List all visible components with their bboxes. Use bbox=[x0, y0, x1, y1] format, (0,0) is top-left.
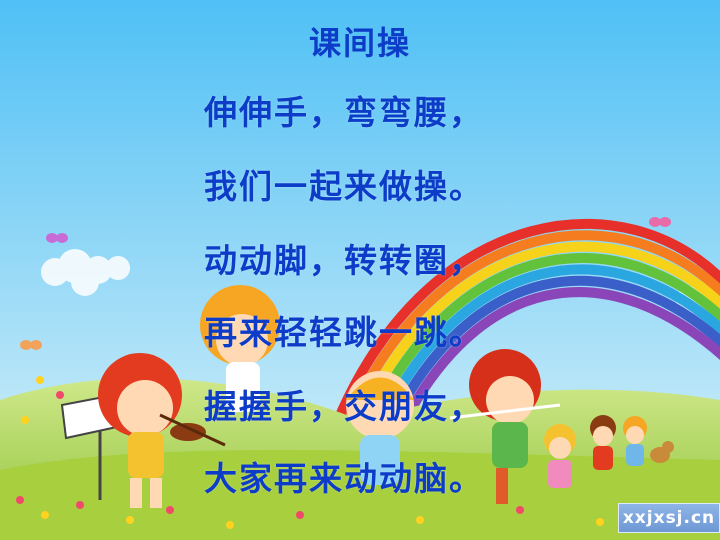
child-with-violin bbox=[98, 353, 226, 508]
meadow bbox=[0, 450, 720, 540]
butterfly-icon bbox=[46, 233, 68, 243]
small-child bbox=[544, 424, 576, 488]
rainbow bbox=[325, 218, 720, 454]
child-with-flute bbox=[449, 349, 561, 504]
cloud bbox=[41, 249, 130, 296]
child-singing bbox=[346, 371, 414, 485]
butterfly-icon bbox=[20, 340, 42, 350]
small-child bbox=[623, 416, 647, 466]
butterfly-icon bbox=[649, 217, 671, 227]
watermark: xxjxsj.cn bbox=[618, 503, 720, 533]
puppy bbox=[650, 441, 674, 463]
small-child bbox=[590, 415, 616, 470]
child-dancing bbox=[200, 285, 280, 412]
